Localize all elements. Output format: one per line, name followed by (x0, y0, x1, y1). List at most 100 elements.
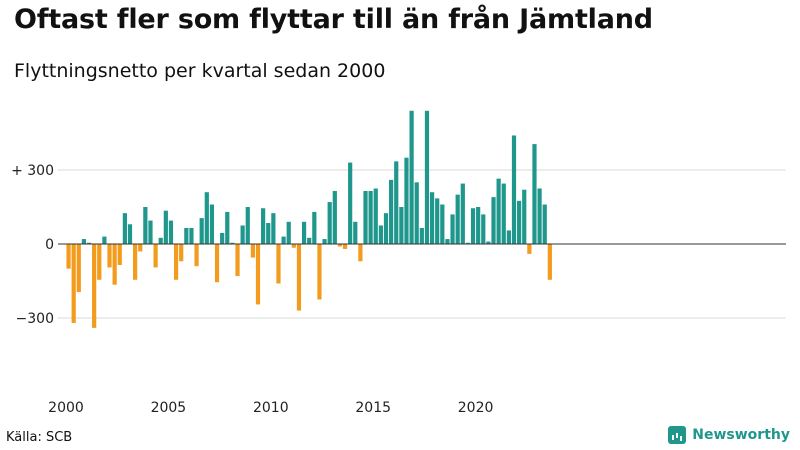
bar (399, 207, 404, 244)
x-tick-label: 2015 (355, 400, 391, 416)
bar (301, 221, 307, 244)
bar (220, 232, 225, 244)
x-tick-label: 2020 (458, 400, 494, 416)
bar (143, 207, 148, 244)
bar (332, 190, 337, 244)
bar (450, 214, 455, 244)
bar (122, 213, 127, 244)
bar (86, 242, 92, 244)
bar (312, 211, 317, 244)
bar (394, 161, 399, 244)
bar (404, 157, 409, 244)
bar (240, 225, 245, 244)
bar (532, 144, 537, 244)
bar (486, 241, 491, 244)
bar (296, 244, 302, 311)
bar (127, 224, 133, 244)
bar (460, 183, 465, 244)
x-tick-label: 2005 (151, 400, 187, 416)
bar (276, 244, 281, 284)
bar (470, 208, 476, 244)
bar (71, 244, 76, 323)
bar (255, 244, 261, 305)
bar (189, 227, 194, 244)
bar (327, 202, 332, 244)
bar (153, 244, 158, 268)
bar (414, 182, 419, 244)
bar (491, 197, 496, 244)
bar (455, 194, 460, 244)
newsworthy-chart-icon (668, 426, 687, 444)
bar (184, 227, 189, 244)
bar (245, 207, 250, 244)
bar (230, 242, 235, 244)
bar (235, 244, 240, 277)
bar (537, 188, 542, 244)
bar (194, 244, 199, 267)
bar (501, 183, 506, 244)
chart-title: Oftast fler som flyttar till än från Jäm… (14, 4, 653, 35)
bar (250, 244, 255, 258)
bar (133, 244, 138, 280)
bar (378, 225, 383, 244)
bar (112, 244, 117, 285)
bar (517, 200, 522, 244)
bar (358, 244, 363, 262)
bar (383, 213, 389, 244)
bar (322, 239, 327, 244)
bar (173, 244, 179, 280)
bar (138, 244, 143, 252)
bar (266, 223, 271, 244)
bar (373, 188, 378, 244)
brand-name: Newsworthy (692, 427, 790, 443)
bar (291, 244, 296, 248)
bar (281, 236, 286, 244)
bar (307, 237, 312, 244)
bar (547, 244, 552, 280)
y-tick-label: −300 (16, 311, 54, 327)
bar (148, 220, 153, 244)
bar (424, 110, 430, 244)
bar (337, 244, 343, 247)
bar (271, 213, 276, 244)
chart-subtitle: Flyttningsnetto per kvartal sedan 2000 (14, 60, 386, 82)
x-tick-label: 2010 (253, 400, 289, 416)
bar (97, 244, 102, 280)
brand-logo: Newsworthy (668, 426, 790, 444)
bar (527, 244, 532, 254)
bar (168, 220, 174, 244)
bar (76, 244, 81, 293)
bar (435, 198, 440, 244)
bar (102, 236, 107, 244)
bar (204, 192, 209, 244)
bar (286, 221, 291, 244)
bar (342, 244, 348, 249)
y-tick-label: 0 (45, 237, 54, 253)
bar (409, 110, 414, 244)
bar (429, 192, 435, 244)
bar (353, 221, 358, 244)
bar (199, 218, 204, 244)
bar (163, 210, 168, 244)
bar (209, 204, 215, 244)
x-tick-label: 2000 (48, 400, 84, 416)
source-note: Källa: SCB (6, 430, 73, 445)
bar (81, 239, 87, 244)
bar (214, 244, 220, 283)
bar (348, 162, 353, 244)
bar (368, 190, 373, 244)
bar (440, 204, 445, 244)
bar (92, 244, 97, 328)
bar (465, 242, 471, 244)
bar (522, 189, 527, 244)
bar (496, 178, 501, 244)
bar (179, 244, 184, 262)
bar (419, 227, 424, 244)
bar (261, 208, 266, 244)
bar (158, 237, 163, 244)
bar (363, 190, 368, 244)
bar (117, 244, 122, 265)
bar (389, 179, 394, 244)
bar (476, 207, 481, 244)
